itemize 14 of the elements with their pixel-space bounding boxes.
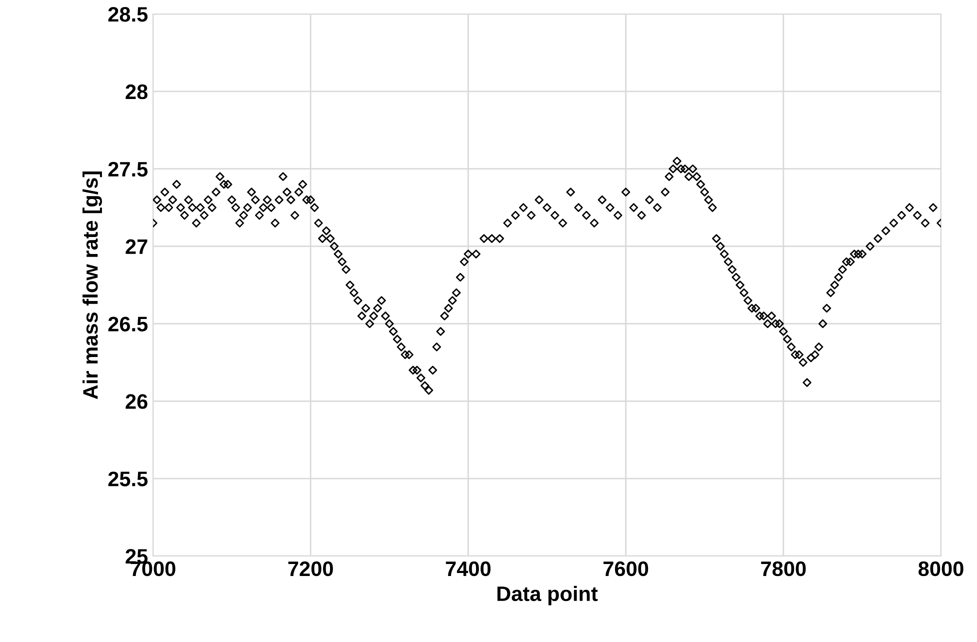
y-axis-title: Air mass flow rate [g/s]: [82, 172, 102, 400]
y-tick-label: 27.5: [108, 162, 148, 177]
y-tick-label: 28: [126, 84, 148, 100]
y-tick-label: 27: [126, 239, 148, 254]
y-tick-label: 28.5: [108, 7, 148, 22]
x-tick-label: 7600: [604, 561, 648, 576]
y-tick-label: 26.5: [108, 316, 148, 332]
x-tick-label: 7800: [761, 561, 806, 576]
y-tick-label: 25.5: [108, 472, 148, 486]
x-tick-label: 7400: [446, 561, 491, 576]
x-tick-label: 8000: [918, 561, 964, 576]
y-tick-label: 26: [126, 394, 148, 409]
x-tick-label: 7200: [288, 561, 333, 576]
x-axis-title: Data point: [497, 586, 598, 606]
